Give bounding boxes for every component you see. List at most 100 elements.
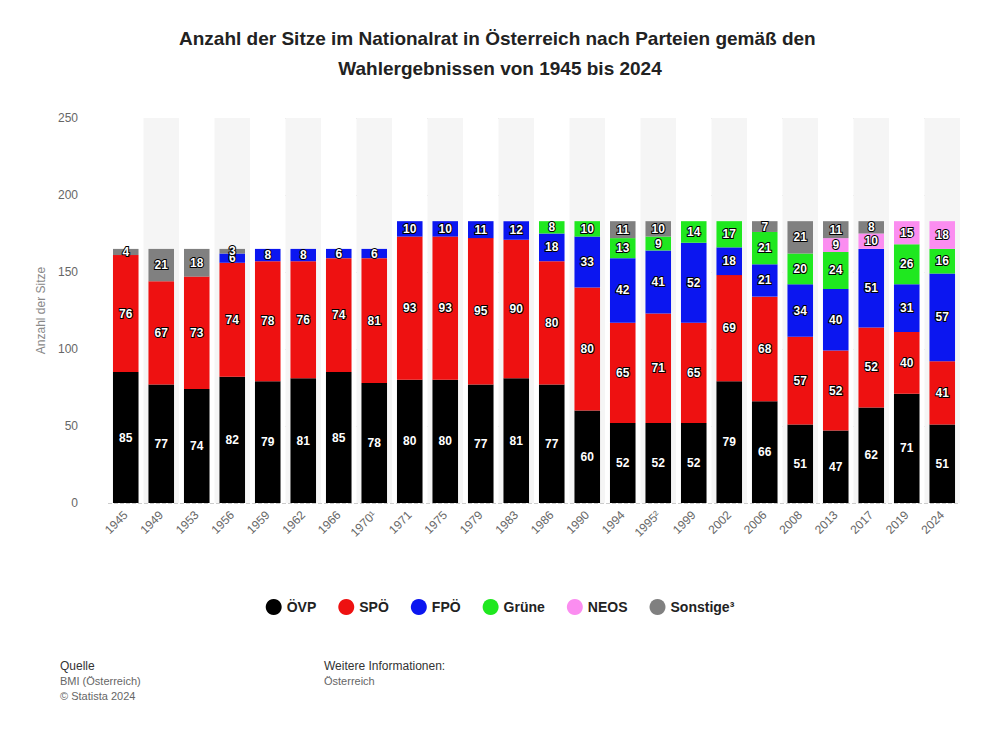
svg-text:79: 79 bbox=[261, 435, 275, 449]
svg-text:81: 81 bbox=[510, 434, 524, 448]
svg-text:41: 41 bbox=[652, 275, 666, 289]
svg-text:66: 66 bbox=[758, 445, 772, 459]
svg-text:20: 20 bbox=[794, 262, 808, 276]
svg-text:77: 77 bbox=[155, 437, 169, 451]
svg-text:93: 93 bbox=[403, 301, 417, 315]
svg-text:1999: 1999 bbox=[670, 508, 699, 537]
svg-text:18: 18 bbox=[545, 240, 559, 254]
svg-text:40: 40 bbox=[900, 356, 914, 370]
svg-text:1986: 1986 bbox=[528, 508, 557, 537]
svg-text:Wahlergebnissen von 1945 bis 2: Wahlergebnissen von 1945 bis 2024 bbox=[338, 58, 662, 79]
svg-text:2013: 2013 bbox=[812, 508, 841, 537]
svg-text:1966: 1966 bbox=[315, 508, 344, 537]
svg-text:1953: 1953 bbox=[173, 508, 202, 537]
svg-text:24: 24 bbox=[829, 263, 843, 277]
svg-text:74: 74 bbox=[190, 439, 204, 453]
svg-text:2017: 2017 bbox=[847, 508, 876, 537]
svg-text:69: 69 bbox=[723, 321, 737, 335]
svg-text:77: 77 bbox=[545, 437, 559, 451]
svg-text:71: 71 bbox=[900, 441, 914, 455]
svg-text:52: 52 bbox=[865, 360, 879, 374]
svg-text:90: 90 bbox=[510, 302, 524, 316]
svg-text:76: 76 bbox=[119, 307, 133, 321]
svg-text:52: 52 bbox=[616, 456, 630, 470]
svg-text:40: 40 bbox=[829, 313, 843, 327]
svg-text:200: 200 bbox=[58, 188, 78, 202]
svg-text:41: 41 bbox=[936, 386, 950, 400]
svg-text:50: 50 bbox=[65, 419, 79, 433]
svg-text:78: 78 bbox=[368, 436, 382, 450]
svg-text:NEOS: NEOS bbox=[588, 599, 628, 615]
svg-text:62: 62 bbox=[865, 448, 879, 462]
svg-text:51: 51 bbox=[865, 281, 879, 295]
svg-text:81: 81 bbox=[297, 434, 311, 448]
svg-text:42: 42 bbox=[616, 283, 630, 297]
svg-text:80: 80 bbox=[439, 434, 453, 448]
svg-text:10: 10 bbox=[865, 234, 879, 248]
svg-text:8: 8 bbox=[300, 248, 307, 262]
svg-text:Österreich: Österreich bbox=[324, 675, 375, 687]
svg-text:1949: 1949 bbox=[137, 508, 166, 537]
svg-text:© Statista 2024: © Statista 2024 bbox=[60, 690, 135, 702]
svg-text:21: 21 bbox=[758, 273, 772, 287]
svg-text:71: 71 bbox=[652, 361, 666, 375]
svg-text:Anzahl der Sitze im Nationalra: Anzahl der Sitze im Nationalrat in Öster… bbox=[179, 28, 821, 49]
svg-text:16: 16 bbox=[936, 254, 950, 268]
svg-text:73: 73 bbox=[190, 326, 204, 340]
svg-text:2008: 2008 bbox=[776, 508, 805, 537]
svg-text:ÖVP: ÖVP bbox=[287, 599, 317, 615]
svg-text:SPÖ: SPÖ bbox=[359, 599, 389, 615]
svg-text:6: 6 bbox=[335, 247, 342, 261]
svg-text:7: 7 bbox=[761, 220, 768, 234]
svg-text:10: 10 bbox=[652, 222, 666, 236]
svg-text:2024: 2024 bbox=[918, 508, 947, 537]
svg-text:52: 52 bbox=[652, 456, 666, 470]
svg-text:74: 74 bbox=[226, 313, 240, 327]
svg-text:18: 18 bbox=[936, 228, 950, 242]
svg-text:85: 85 bbox=[332, 431, 346, 445]
svg-text:1956: 1956 bbox=[208, 508, 237, 537]
svg-text:Weitere Informationen:: Weitere Informationen: bbox=[324, 659, 445, 673]
svg-text:80: 80 bbox=[545, 316, 559, 330]
svg-text:17: 17 bbox=[723, 227, 737, 241]
svg-text:74: 74 bbox=[332, 308, 346, 322]
svg-text:52: 52 bbox=[687, 276, 701, 290]
svg-text:1970¹: 1970¹ bbox=[348, 508, 380, 540]
svg-text:95: 95 bbox=[474, 304, 488, 318]
svg-text:68: 68 bbox=[758, 342, 772, 356]
svg-text:81: 81 bbox=[368, 314, 382, 328]
svg-text:1962: 1962 bbox=[279, 508, 308, 537]
svg-text:10: 10 bbox=[439, 222, 453, 236]
svg-text:52: 52 bbox=[829, 384, 843, 398]
svg-text:1975: 1975 bbox=[421, 508, 450, 537]
svg-text:31: 31 bbox=[900, 301, 914, 315]
svg-text:0: 0 bbox=[71, 496, 78, 510]
svg-text:1979: 1979 bbox=[457, 508, 486, 537]
svg-text:65: 65 bbox=[616, 366, 630, 380]
svg-text:47: 47 bbox=[829, 460, 843, 474]
svg-text:34: 34 bbox=[794, 304, 808, 318]
svg-text:9: 9 bbox=[832, 238, 839, 252]
svg-text:6: 6 bbox=[371, 247, 378, 261]
svg-text:65: 65 bbox=[687, 366, 701, 380]
svg-text:250: 250 bbox=[58, 111, 78, 125]
svg-text:10: 10 bbox=[403, 222, 417, 236]
svg-text:21: 21 bbox=[794, 230, 808, 244]
svg-text:8: 8 bbox=[264, 248, 271, 262]
svg-text:21: 21 bbox=[758, 241, 772, 255]
svg-text:2019: 2019 bbox=[883, 508, 912, 537]
svg-text:FPÖ: FPÖ bbox=[432, 599, 461, 615]
svg-text:79: 79 bbox=[723, 435, 737, 449]
svg-text:85: 85 bbox=[119, 431, 133, 445]
svg-text:1959: 1959 bbox=[244, 508, 273, 537]
svg-text:57: 57 bbox=[794, 374, 808, 388]
svg-text:Grüne: Grüne bbox=[504, 599, 545, 615]
svg-text:8: 8 bbox=[868, 220, 875, 234]
svg-text:18: 18 bbox=[723, 254, 737, 268]
svg-text:57: 57 bbox=[936, 310, 950, 324]
svg-text:14: 14 bbox=[687, 225, 701, 239]
svg-text:BMI (Österreich): BMI (Österreich) bbox=[60, 675, 141, 687]
svg-text:11: 11 bbox=[829, 223, 842, 237]
svg-text:13: 13 bbox=[616, 241, 630, 255]
svg-text:10: 10 bbox=[581, 222, 595, 236]
